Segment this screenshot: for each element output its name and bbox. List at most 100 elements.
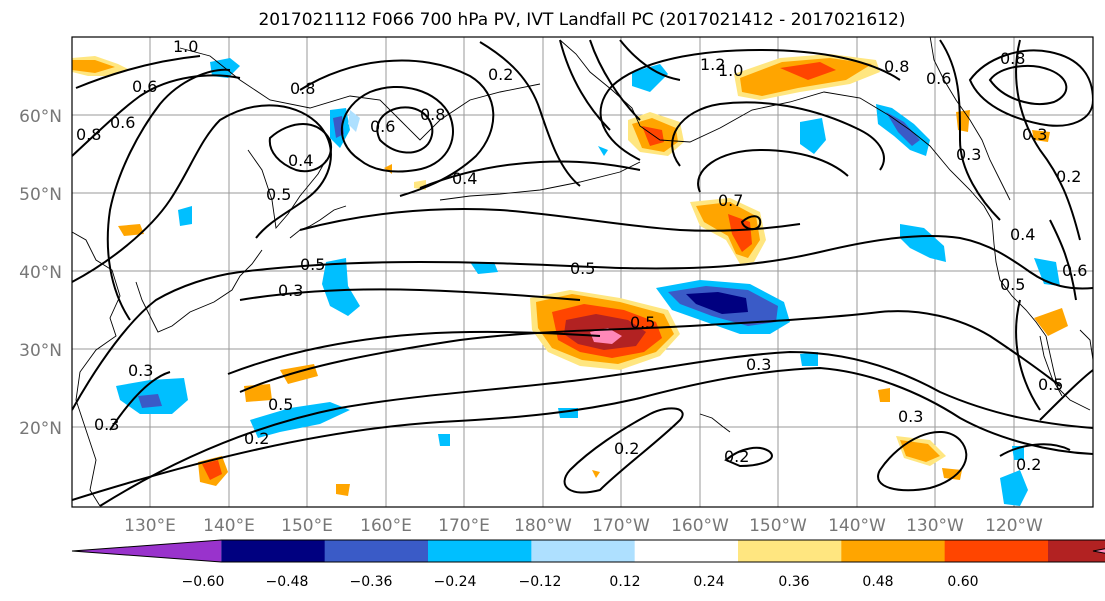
contour-label: 0.4 <box>1010 225 1035 244</box>
pv-contour <box>589 39 641 121</box>
anomaly-negative <box>800 352 818 366</box>
contour-label: 1.0 <box>173 37 198 56</box>
colorbar-outline <box>71 539 1105 563</box>
colorbar-tick-label: −0.12 <box>519 574 562 590</box>
pv-contour <box>419 160 641 189</box>
colorbar-segment <box>221 540 326 562</box>
contour-label: 0.3 <box>746 355 771 374</box>
anomaly-negative <box>1000 470 1028 506</box>
latitude-labels: 60°N 50°N 40°N 30°N 20°N <box>19 107 62 439</box>
lat-label: 30°N <box>19 341 62 361</box>
anomaly-positive <box>956 110 970 132</box>
anomaly-positive <box>590 328 622 344</box>
contour-label: 0.5 <box>570 259 595 278</box>
contour-label: 0.5 <box>268 395 293 414</box>
coastline-kuril-islands <box>289 205 347 239</box>
pv-contour <box>72 234 1093 411</box>
contour-label: 0.8 <box>76 125 101 144</box>
pv-contour <box>1039 369 1093 421</box>
contour-label: 0.4 <box>452 169 477 188</box>
anomaly-positive <box>72 60 115 73</box>
colorbar-extend-high <box>1093 548 1105 554</box>
lat-label: 40°N <box>19 263 62 283</box>
lon-label: 180°W <box>514 516 572 536</box>
pv-contour <box>239 288 581 301</box>
contour-label: 0.2 <box>614 439 639 458</box>
coastlines <box>72 37 1093 507</box>
pv-contour <box>563 407 684 494</box>
contour-label: 0.8 <box>1000 49 1025 68</box>
anomaly-positive <box>118 224 144 236</box>
contour-label: 0.3 <box>1022 125 1047 144</box>
anomaly-positive <box>592 470 600 478</box>
contour-label: 0.2 <box>1016 455 1041 474</box>
pv-contour <box>239 310 1061 393</box>
pv-contour <box>599 48 901 161</box>
colorbar-segment <box>428 540 532 562</box>
lon-label: 150°W <box>749 516 807 536</box>
lat-label: 50°N <box>19 185 62 205</box>
contour-label: 0.6 <box>132 77 157 96</box>
contour-label: 0.2 <box>488 65 513 84</box>
colorbar-segment <box>634 540 739 562</box>
coastline-hawaii <box>699 413 731 433</box>
lon-label: 130°W <box>906 516 964 536</box>
coastline-siberia <box>179 47 541 141</box>
map-body: 1.0 0.6 0.8 0.6 0.8 0.4 0.5 0.4 0.8 0.6 … <box>72 37 1093 507</box>
contour-label: 0.6 <box>110 113 135 132</box>
colorbar-tick-label: −0.36 <box>350 574 393 590</box>
contour-label: 0.3 <box>956 145 981 164</box>
anomaly-negative <box>1034 258 1060 286</box>
contour-labels: 1.0 0.6 0.8 0.6 0.8 0.4 0.5 0.4 0.8 0.6 … <box>76 37 1087 474</box>
anomaly-positive <box>878 388 890 402</box>
anomaly-positive <box>336 484 350 496</box>
contour-label: 0.8 <box>290 79 315 98</box>
lon-label: 150°E <box>281 516 333 536</box>
anomaly-positive <box>202 460 222 480</box>
figure-title: 2017021112 F066 700 hPa PV, IVT Landfall… <box>258 10 905 30</box>
lon-label: 120°W <box>985 516 1043 536</box>
lon-label: 160°W <box>671 516 729 536</box>
contour-label: 0.7 <box>718 191 743 210</box>
lon-label: 140°E <box>203 516 255 536</box>
contour-label: 0.5 <box>266 185 291 204</box>
colorbar-tick-label: −0.48 <box>266 574 309 590</box>
coastline-east-asia <box>72 231 121 507</box>
contour-label: 0.2 <box>244 429 269 448</box>
anomaly-positive <box>900 440 940 462</box>
pv-contour <box>939 39 1001 221</box>
anomaly-negative <box>348 110 360 132</box>
pv-contour <box>227 330 601 375</box>
anomaly-negative <box>900 224 946 262</box>
pv-contour <box>724 446 773 468</box>
colorbar <box>71 539 1105 563</box>
contour-label: 0.3 <box>128 361 153 380</box>
pv-contour <box>341 85 454 173</box>
contour-label: 0.5 <box>630 313 655 332</box>
colorbar-segment <box>944 540 1049 562</box>
anomaly-negative <box>470 262 498 274</box>
pv-contour <box>72 74 241 157</box>
contour-label: 0.5 <box>1038 375 1063 394</box>
pv-contour <box>559 39 611 131</box>
contour-label: 0.3 <box>278 281 303 300</box>
anomaly-negative <box>178 206 192 226</box>
colorbar-tick-label: 0.24 <box>693 574 724 590</box>
pv-contour <box>740 215 762 230</box>
pv-contour <box>1049 219 1077 301</box>
lon-label: 170°E <box>438 516 490 536</box>
colorbar-segment <box>738 540 842 562</box>
coastline-mexico <box>1079 329 1093 361</box>
pv-contour <box>697 148 849 193</box>
colorbar-segment <box>1048 540 1105 562</box>
anomaly-positive <box>1034 308 1068 336</box>
colorbar-tick-label: −0.60 <box>182 574 225 590</box>
pv-contour <box>99 350 1093 507</box>
pv-contour <box>1015 299 1041 411</box>
pv-contour <box>877 430 968 492</box>
coastline-kamchatka <box>247 149 327 230</box>
contour-label: 0.3 <box>898 407 923 426</box>
colorbar-tick-label: 0.60 <box>947 574 978 590</box>
